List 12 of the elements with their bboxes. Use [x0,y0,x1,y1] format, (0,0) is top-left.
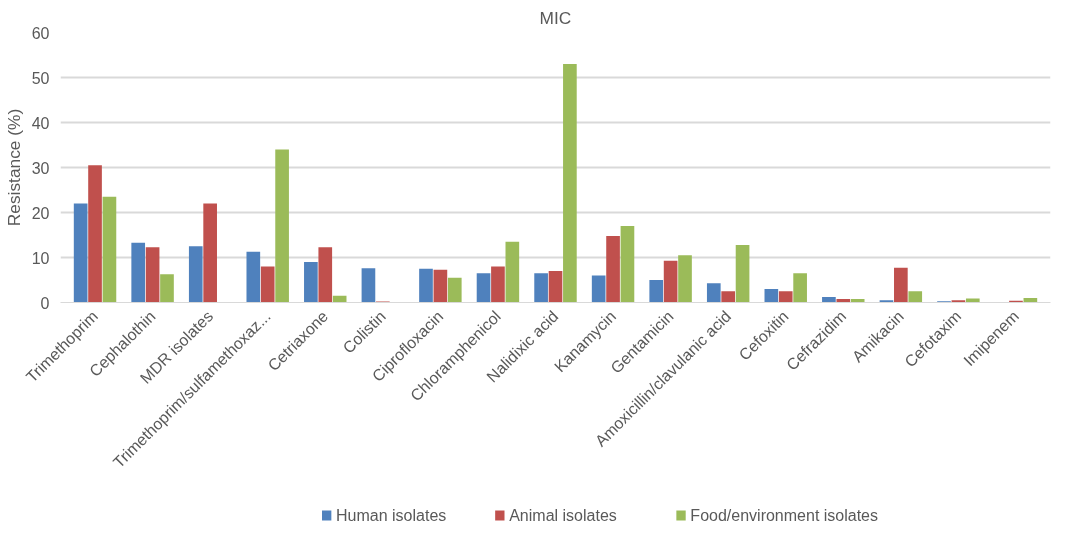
y-tick-label: 0 [40,294,50,312]
legend-label: Human isolates [336,507,447,524]
y-axis-title: Resistance (%) [3,108,24,227]
legend-label: Food/environment isolates [690,507,879,524]
chart-title: MIC [539,7,572,28]
y-tick-label: 30 [31,159,50,177]
y-tick-label: 40 [31,114,50,132]
y-tick-label: 10 [31,249,50,267]
y-tick-label: 50 [31,69,50,87]
legend-label: Animal isolates [509,507,617,524]
y-tick-label: 20 [31,204,50,222]
y-tick-label: 60 [31,24,50,42]
